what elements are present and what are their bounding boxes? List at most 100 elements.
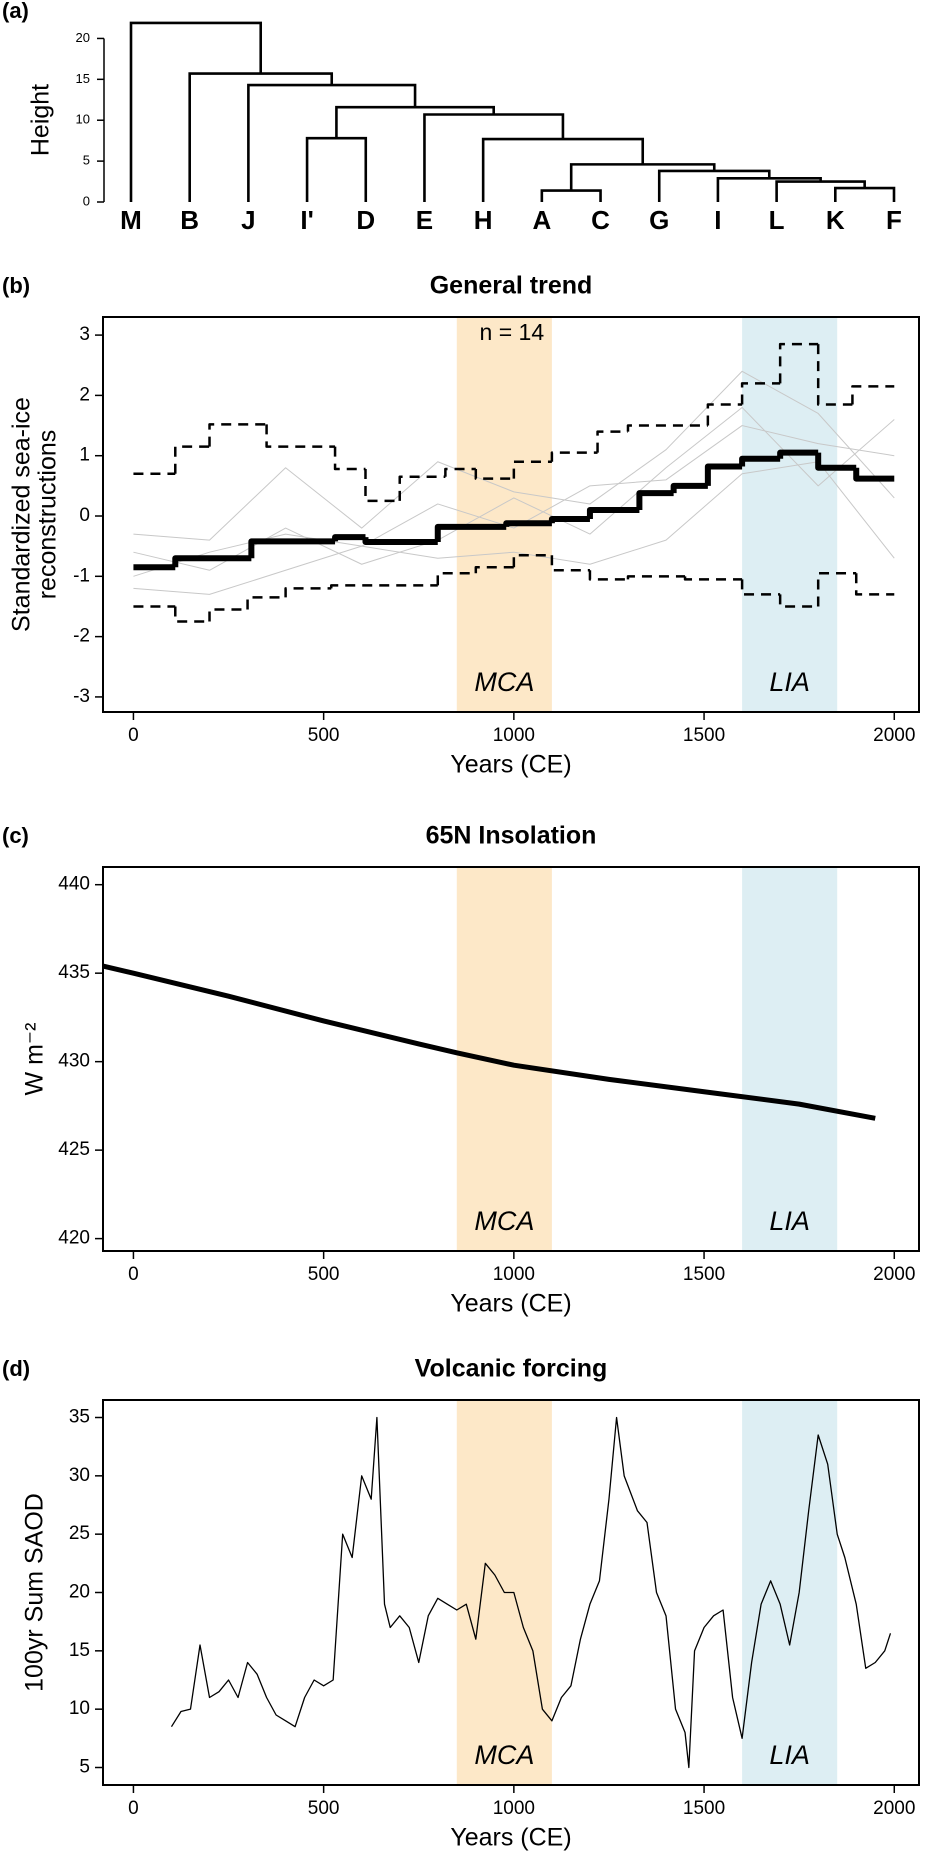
x-axis-title: Years (CE) xyxy=(450,1824,571,1852)
y-tick-label: 25 xyxy=(69,1523,90,1544)
y-axis-title: 100yr Sum SAOD xyxy=(21,1493,49,1692)
step-segment xyxy=(853,467,895,482)
x-tick-label: 500 xyxy=(308,1264,340,1285)
step-segment xyxy=(626,424,708,432)
step-segment xyxy=(208,608,248,622)
x-tick-label: 2000 xyxy=(873,1798,915,1819)
y-tick-label: 440 xyxy=(58,874,90,895)
leaf-label: L xyxy=(769,205,785,235)
y-tick-label: 10 xyxy=(76,112,90,127)
step-segment xyxy=(246,596,286,610)
dendrogram-link xyxy=(129,21,263,202)
x-tick-label: 1000 xyxy=(493,1798,535,1819)
leaf-label: J xyxy=(241,205,255,235)
step-segment xyxy=(636,490,674,510)
y-axis-title: reconstructions xyxy=(34,430,62,600)
y-tick-label: 1 xyxy=(79,445,90,466)
plot-frame xyxy=(102,316,920,713)
step-segment xyxy=(364,468,400,503)
step-segment xyxy=(208,423,267,447)
step-segment xyxy=(550,451,598,462)
plot-frame xyxy=(102,866,920,1252)
y-tick-label: 425 xyxy=(58,1139,90,1160)
panel-label: (b) xyxy=(2,273,30,298)
step-segment xyxy=(550,555,590,572)
panel-label: (a) xyxy=(2,0,29,23)
y-tick-label: 430 xyxy=(58,1051,90,1072)
dendrogram-link xyxy=(188,72,334,202)
leaf-label: H xyxy=(474,205,493,235)
y-axis-title: W m⁻² xyxy=(21,1023,49,1096)
y-tick-label: 35 xyxy=(69,1407,90,1428)
dendrogram-link xyxy=(569,163,716,191)
step-segment xyxy=(683,576,743,581)
y-tick-label: 435 xyxy=(58,962,90,983)
data-line xyxy=(102,963,876,1121)
leaf-label: K xyxy=(826,205,845,235)
step-segment xyxy=(503,520,552,527)
step-segment xyxy=(586,506,640,520)
step-segment xyxy=(284,587,332,598)
dendrogram-link xyxy=(481,137,645,202)
y-tick-label: -3 xyxy=(73,686,90,707)
period-label: MCA xyxy=(474,1206,534,1236)
step-segment xyxy=(333,446,366,471)
y-tick-label: 0 xyxy=(83,193,90,208)
y-tick-label: -1 xyxy=(73,565,90,586)
step-segment xyxy=(588,570,628,581)
step-segment xyxy=(596,430,628,453)
chart-title: Volcanic forcing xyxy=(415,1355,608,1383)
chart-title: General trend xyxy=(430,272,593,300)
x-axis-title: Years (CE) xyxy=(450,1290,571,1318)
step-segment xyxy=(172,555,252,568)
x-tick-label: 1500 xyxy=(683,725,725,746)
step-segment xyxy=(704,463,743,486)
period-label: LIA xyxy=(769,1206,810,1236)
y-tick-label: 15 xyxy=(69,1640,90,1661)
step-segment xyxy=(362,537,438,545)
step-segment xyxy=(174,445,210,474)
leaf-label: F xyxy=(886,205,902,235)
shaded-period xyxy=(742,867,838,1251)
x-tick-label: 1500 xyxy=(683,1798,725,1819)
leaf-label: M xyxy=(120,205,142,235)
step-segment xyxy=(740,579,781,596)
annotation: n = 14 xyxy=(480,319,545,345)
step-segment xyxy=(332,534,366,542)
dendrogram-link xyxy=(305,136,368,202)
data-line xyxy=(170,1416,892,1769)
step-segment xyxy=(474,468,514,480)
dendrogram-link xyxy=(775,180,866,202)
step-segment xyxy=(816,572,857,607)
x-tick-label: 500 xyxy=(308,1798,340,1819)
leaf-label: I xyxy=(714,205,721,235)
shaded-period xyxy=(742,317,838,712)
x-tick-label: 2000 xyxy=(873,1264,915,1285)
step-segment xyxy=(265,424,336,448)
y-tick-label: 10 xyxy=(69,1698,90,1719)
leaf-label: E xyxy=(416,205,433,235)
period-label: MCA xyxy=(474,667,534,697)
leaf-label: C xyxy=(591,205,610,235)
step-segment xyxy=(778,342,819,384)
panel-label: (c) xyxy=(2,823,29,848)
dendrogram-link xyxy=(247,83,417,202)
step-segment xyxy=(626,575,686,580)
step-segment xyxy=(444,467,476,477)
shaded-period xyxy=(742,1400,838,1785)
step-segment xyxy=(670,482,708,494)
dendrogram-link xyxy=(335,105,495,139)
x-tick-label: 0 xyxy=(128,1798,139,1819)
step-segment xyxy=(851,385,895,405)
x-tick-label: 1000 xyxy=(493,1264,535,1285)
step-segment xyxy=(474,566,514,574)
y-tick-label: 3 xyxy=(79,324,90,345)
step-segment xyxy=(816,344,853,406)
step-segment xyxy=(248,538,336,559)
period-label: LIA xyxy=(769,667,810,697)
leaf-label: G xyxy=(649,205,669,235)
y-tick-label: 5 xyxy=(83,153,90,168)
step-segment xyxy=(740,382,781,405)
step-segment xyxy=(434,523,507,542)
